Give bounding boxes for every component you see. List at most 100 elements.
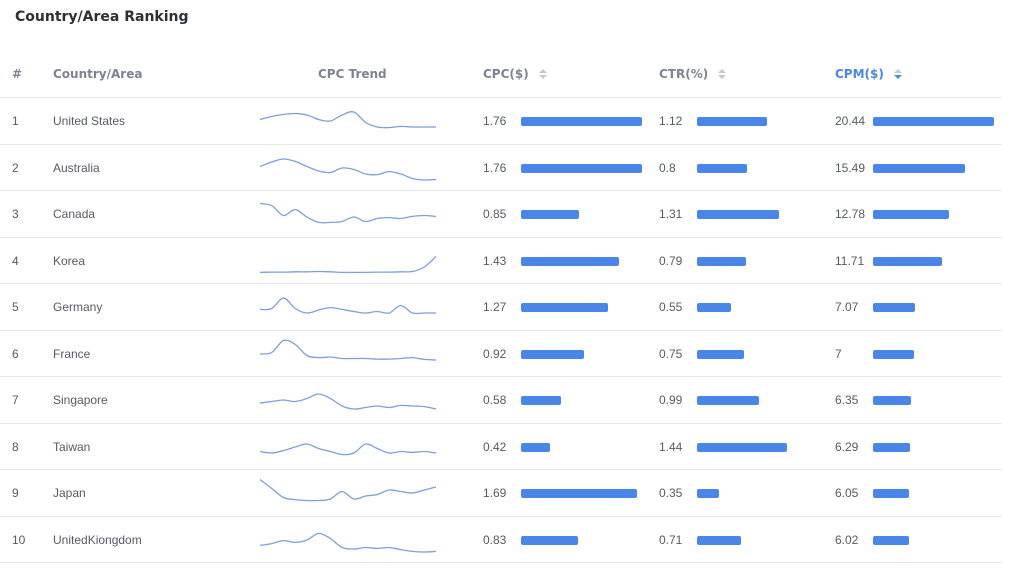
row-ctr-value: 1.31: [659, 207, 683, 221]
cpc-trend-sparkline: [260, 297, 436, 315]
cpm-bar: [873, 117, 994, 126]
column-header-cpc-label: CPC($): [483, 67, 529, 81]
cpc-bar: [521, 396, 561, 405]
row-ctr-value: 0.79: [659, 253, 683, 268]
cpc-bar: [521, 256, 620, 266]
sparkline-path: [260, 255, 436, 273]
row-cpm-value: 6.05: [835, 486, 859, 500]
cpc-trend-sparkline: [260, 255, 436, 273]
table-row[interactable]: 2 Australia 1.76 0.8 15.49: [0, 145, 1002, 191]
cpc-bar: [521, 535, 579, 545]
row-cpm-value: 11.71: [835, 253, 865, 268]
column-header-cpm[interactable]: CPM($): [835, 52, 903, 98]
cpc-bar: [521, 489, 638, 498]
row-rank: 3: [12, 207, 19, 221]
row-ctr-value: 0.99: [659, 393, 683, 407]
table-row[interactable]: 8 Taiwan 0.42 1.44 6.29: [0, 424, 1002, 470]
row-country: Japan: [53, 486, 86, 500]
ctr-bar: [697, 303, 732, 312]
row-cpc-value: 1.76: [483, 160, 507, 175]
sparkline-path: [260, 532, 436, 553]
row-country: France: [53, 346, 91, 361]
row-ctr-value: 0.35: [659, 486, 683, 500]
cpm-bar: [873, 489, 909, 498]
cpc-trend-sparkline: [260, 442, 436, 455]
row-cpm-value: 15.49: [835, 160, 866, 175]
row-cpc-value: 0.58: [483, 393, 507, 407]
row-country: Germany: [53, 300, 103, 314]
sparkline-path: [260, 393, 436, 410]
row-rank: 7: [12, 393, 19, 407]
row-ctr-value: 1.12: [659, 114, 683, 128]
cpm-bar: [873, 256, 943, 266]
sparkline-path: [260, 157, 436, 181]
sort-desc-icon[interactable]: [894, 68, 903, 79]
row-cpm-value: 6.02: [835, 532, 859, 547]
cpm-bar: [873, 396, 911, 405]
column-header-rank: #: [12, 67, 23, 81]
column-header-cpm-label: CPM($): [835, 67, 884, 81]
row-country: United States: [53, 114, 126, 128]
sparkline-path: [260, 478, 436, 502]
row-country: Korea: [53, 253, 86, 268]
row-cpm-value: 7: [835, 346, 842, 361]
row-ctr-value: 0.75: [659, 346, 683, 361]
row-rank: 9: [12, 486, 19, 500]
ctr-bar: [697, 396, 759, 405]
table-row[interactable]: 1 United States 1.76 1.12 20.44: [0, 98, 1002, 145]
cpc-bar: [521, 442, 550, 452]
cpc-bar: [521, 163, 642, 173]
row-cpm-value: 20.44: [835, 114, 866, 128]
sparkline-path: [260, 442, 436, 455]
column-header-country: Country/Area: [53, 67, 143, 81]
cpm-bar: [873, 349, 915, 359]
column-header-ctr[interactable]: CTR(%): [659, 52, 727, 98]
row-rank: 6: [12, 346, 19, 361]
row-cpc-value: 0.85: [483, 207, 507, 221]
table-row[interactable]: 10 UnitedKiongdom 0.83 0.71 6.02: [0, 517, 1002, 563]
sort-icon[interactable]: [718, 68, 727, 79]
cpc-bar: [521, 303, 609, 312]
ctr-bar: [697, 535, 742, 545]
table-row[interactable]: 6 France 0.92 0.75 7: [0, 331, 1002, 377]
cpm-bar: [873, 303, 915, 312]
ctr-bar: [697, 489, 719, 498]
row-cpc-value: 1.43: [483, 253, 507, 268]
row-cpc-value: 1.69: [483, 486, 507, 500]
cpm-bar: [873, 210, 949, 219]
row-ctr-value: 1.44: [659, 439, 683, 454]
ctr-bar: [697, 210, 779, 219]
table-row[interactable]: 7 Singapore 0.58 0.99 6.35: [0, 377, 1002, 424]
row-country: Singapore: [53, 393, 108, 407]
row-cpc-value: 0.83: [483, 532, 507, 547]
column-header-cpc[interactable]: CPC($): [483, 52, 547, 98]
row-rank: 4: [12, 253, 19, 268]
row-cpm-value: 6.35: [835, 393, 859, 407]
sort-icon[interactable]: [538, 68, 547, 79]
cpm-bar: [873, 535, 909, 545]
cpc-bar: [521, 210, 580, 219]
table-row[interactable]: 3 Canada 0.85 1.31 12.78: [0, 191, 1002, 238]
table-row[interactable]: 9 Japan 1.69 0.35 6.05: [0, 470, 1002, 517]
column-header-cpc-trend: CPC Trend: [318, 67, 387, 81]
cpc-trend-sparkline: [260, 111, 436, 129]
cpc-bar: [521, 117, 642, 126]
row-cpm-value: 6.29: [835, 439, 859, 454]
row-ctr-value: 0.8: [659, 160, 676, 175]
table-row[interactable]: 5 Germany 1.27 0.55 7.07: [0, 284, 1002, 331]
ctr-bar: [697, 349, 744, 359]
cpc-trend-sparkline: [260, 532, 436, 553]
row-rank: 5: [12, 300, 19, 314]
row-cpc-value: 0.92: [483, 346, 507, 361]
row-rank: 1: [12, 114, 19, 128]
row-cpc-value: 1.27: [483, 300, 507, 314]
cpc-trend-sparkline: [260, 157, 436, 181]
ctr-bar: [697, 117, 767, 126]
row-cpm-value: 7.07: [835, 300, 859, 314]
cpc-trend-sparkline: [260, 478, 436, 502]
sparkline-path: [260, 111, 436, 129]
table-row[interactable]: 4 Korea 1.43 0.79 11.71: [0, 238, 1002, 284]
row-cpm-value: 12.78: [835, 207, 866, 221]
cpc-trend-sparkline: [260, 339, 436, 361]
row-country: Taiwan: [53, 439, 91, 454]
